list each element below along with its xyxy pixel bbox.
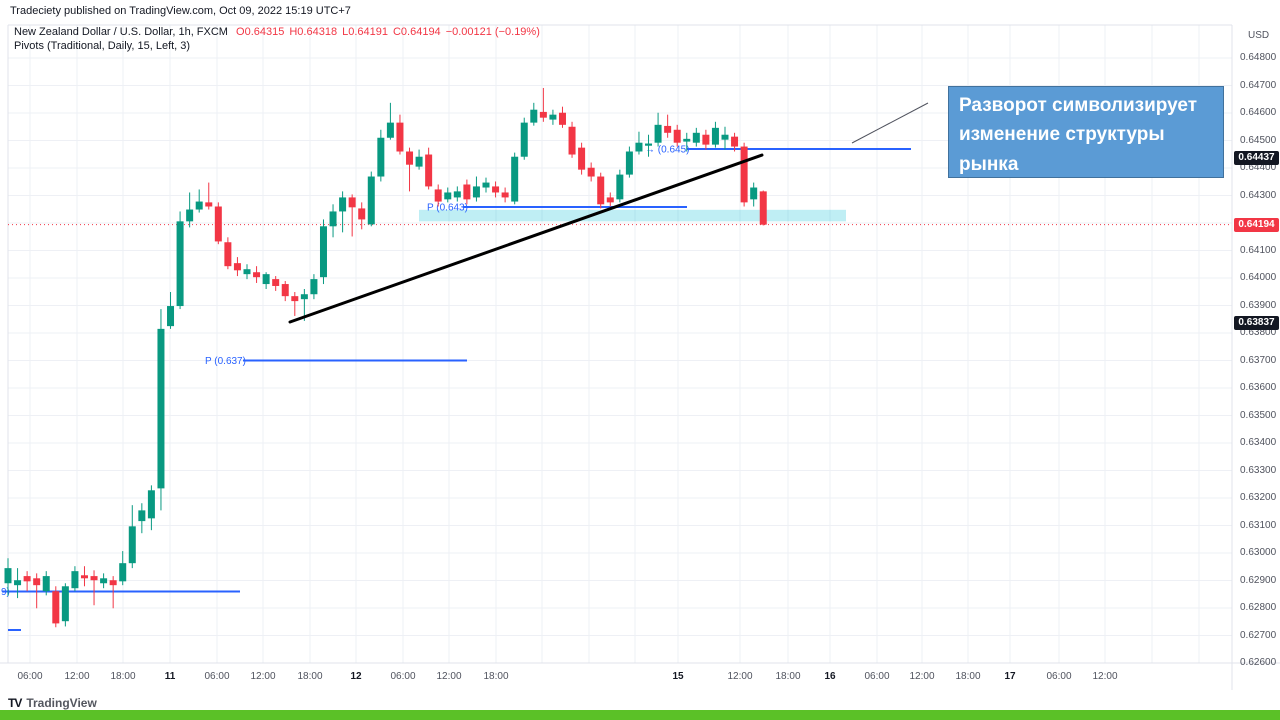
time-tick: 12:00	[436, 671, 462, 682]
trendline-drawing[interactable]	[288, 153, 764, 324]
ohlc-value: O0.64315	[236, 26, 285, 38]
svg-text:P (0.637): P (0.637)	[205, 356, 246, 367]
time-tick-day: 17	[1004, 671, 1016, 682]
price-axis-label: 0.64000	[1240, 272, 1277, 283]
time-tick: 12:00	[64, 671, 90, 682]
price-axis-label: 0.63400	[1240, 437, 1277, 448]
time-tick: 18:00	[955, 671, 981, 682]
price-axis-label: 0.64100	[1240, 244, 1277, 256]
time-tick: 18:00	[297, 671, 323, 682]
price-axis-label: 0.62700	[1240, 629, 1277, 641]
price-axis-label: 0.64700	[1240, 79, 1277, 91]
svg-text:→ (0.645): → (0.645)	[645, 145, 689, 156]
time-tick: 18:00	[483, 671, 509, 682]
price-axis-label: 0.63600	[1240, 382, 1277, 393]
price-axis-label: 0.63800	[1240, 327, 1277, 338]
annotation-box[interactable]: Разворот символизирует изменение структу…	[948, 86, 1224, 178]
time-tick-day: 15	[672, 671, 684, 682]
annotation-text: Разворот символизирует изменение структу…	[959, 95, 1198, 175]
brand-bar	[0, 710, 1280, 720]
price-axis-label: 0.63200	[1240, 492, 1277, 503]
time-tick: 06:00	[864, 671, 890, 682]
symbol-title[interactable]: New Zealand Dollar / U.S. Dollar, 1h, FX…	[14, 26, 228, 38]
price-axis-label: 0.63000	[1240, 547, 1277, 558]
price-badge: 0.63837	[1234, 315, 1279, 330]
time-tick-day: 11	[164, 671, 176, 682]
time-tick-day: 16	[824, 671, 836, 682]
price-axis-label: 0.64300	[1240, 189, 1277, 201]
time-tick: 06:00	[17, 671, 43, 682]
price-axis-label: 0.63700	[1240, 354, 1277, 366]
price-axis-label: 0.62800	[1240, 602, 1277, 613]
price-axis-label: 0.63900	[1240, 299, 1277, 311]
price-axis-label: 0.64500	[1240, 134, 1277, 146]
ohlc-value: C0.64194	[392, 26, 441, 38]
svg-text:P (0.643): P (0.643)	[427, 203, 468, 214]
price-badge: 0.64437	[1234, 150, 1279, 165]
tradingview-logo[interactable]: TV TradingView	[8, 696, 97, 710]
price-axis-label: 0.62600	[1240, 657, 1277, 668]
price-axis-label: 0.64400	[1240, 162, 1277, 173]
price-axis-label: 0.64800	[1240, 52, 1277, 63]
price-axis-label: 0.62900	[1240, 574, 1277, 586]
grid-lines	[8, 25, 1232, 664]
time-tick: 06:00	[390, 671, 416, 682]
ohlc-value: −0.00121 (−0.19%)	[445, 26, 540, 38]
tradingview-wordmark: TradingView	[26, 696, 97, 710]
time-tick: 18:00	[110, 671, 136, 682]
chart-pane-border	[0, 24, 1280, 690]
time-tick: 12:00	[909, 671, 935, 682]
time-tick: 12:00	[727, 671, 753, 682]
price-axis-label: 0.63300	[1240, 464, 1277, 476]
publisher-note: Tradeciety published on TradingView.com,…	[10, 5, 351, 17]
price-badge: 0.64194	[1234, 217, 1279, 232]
time-tick-day: 12	[350, 671, 362, 682]
tradingview-glyph-icon: TV	[8, 696, 22, 710]
axis-currency-label: USD	[1248, 30, 1270, 41]
time-tick: 06:00	[1046, 671, 1072, 682]
ohlc-value: H0.64318	[289, 26, 338, 38]
chart-legend: New Zealand Dollar / U.S. Dollar, 1h, FX…	[14, 26, 540, 39]
price-axis-label: 0.64600	[1240, 107, 1277, 118]
time-tick: 12:00	[250, 671, 276, 682]
annotation-pointer-line[interactable]	[851, 102, 929, 144]
time-tick: 18:00	[775, 671, 801, 682]
ohlc-value: L0.64191	[342, 26, 388, 38]
highlight-zone[interactable]	[419, 209, 846, 222]
price-axis-label: 0.63500	[1240, 409, 1277, 421]
time-tick: 06:00	[204, 671, 230, 682]
candles	[4, 87, 767, 628]
pivot-lines: 9) P (0.637) P (0.643) → (0.645)	[1, 145, 911, 631]
indicator-label[interactable]: Pivots (Traditional, Daily, 15, Left, 3)	[14, 40, 191, 52]
svg-text:9): 9)	[1, 587, 10, 598]
ohlc-values: O0.64315 H0.64318 L0.64191 C0.64194 −0.00121…	[231, 26, 540, 38]
time-tick: 12:00	[1092, 671, 1118, 682]
price-axis-label: 0.63100	[1240, 519, 1277, 531]
